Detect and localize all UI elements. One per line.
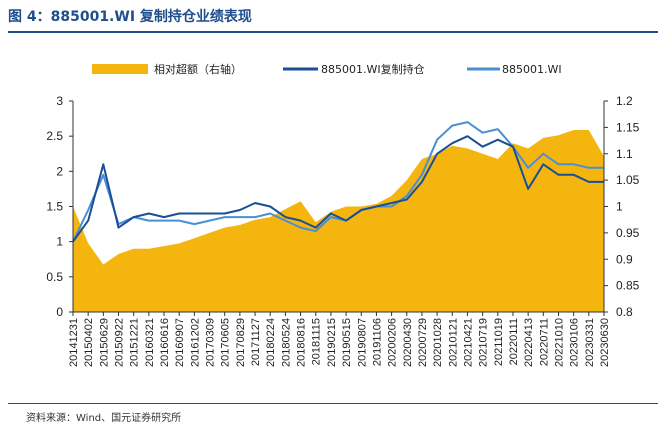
legend-label-index: 885001.WI: [502, 63, 562, 76]
x-tick-label: 20171127: [250, 318, 262, 366]
x-tick-label: 20150922: [114, 318, 126, 367]
x-tick-label: 20190215: [326, 318, 338, 367]
x-tick-label: 20200206: [387, 318, 399, 367]
x-tick-label: 20191106: [371, 318, 383, 366]
legend-label-area: 相对超额（右轴）: [154, 62, 242, 76]
figure-title: 图 4：885001.WI 复制持仓业绩表现: [8, 9, 252, 25]
x-tick-label: 20161202: [189, 318, 201, 367]
x-tick-label: 20221010: [554, 318, 566, 367]
y-left-tick-label: 1.5: [46, 200, 63, 214]
legend: 相对超额（右轴） 885001.WI复制持仓 885001.WI: [92, 62, 562, 76]
source-note: 资料来源：Wind、国元证券研究所: [26, 413, 182, 424]
x-tick-label: 20210421: [463, 318, 475, 367]
x-tick-label: 20230630: [599, 318, 611, 367]
x-tick-label: 20230331: [584, 318, 596, 367]
x-tick-label: 20230106: [569, 318, 581, 367]
x-tick-label: 20181115: [311, 318, 323, 365]
title-rule: [8, 31, 658, 33]
x-tick-label: 20190515: [341, 318, 353, 367]
series-area-relative-excess: [73, 130, 604, 312]
x-tick-label: 20210719: [478, 318, 490, 367]
plot-area: [72, 121, 604, 312]
x-tick-label: 20180816: [296, 318, 308, 367]
x-tick-label: 20160321: [144, 318, 156, 367]
x-tick-label: 20150629: [98, 318, 110, 367]
axes: 0 0.5 1 1.5 2 2.5 3 0.8 0.85 0.9 0.95 1 1.05 1.1 1.15 1…: [46, 94, 639, 367]
x-tick-label: 20190807: [356, 318, 368, 367]
x-tick-label: 20170605: [220, 318, 232, 367]
x-tick-label: 20150402: [83, 318, 95, 367]
y-right-tick-label: 0.95: [616, 226, 640, 240]
y-right-tick-label: 1: [616, 200, 623, 214]
x-tick-label: 20220711: [538, 318, 550, 366]
series-line-portfolio: [72, 135, 604, 243]
x-tick-label: 20180524: [280, 318, 292, 367]
y-left-tick-label: 3: [56, 94, 63, 108]
x-tick-label: 20210121: [447, 318, 459, 367]
y-right-tick-label: 1.2: [616, 94, 633, 108]
y-left-tick-label: 2: [56, 164, 63, 178]
legend-label-portfolio: 885001.WI复制持仓: [321, 62, 425, 76]
x-tick-label: 20160616: [159, 318, 171, 367]
y-right-tick-label: 1.15: [616, 120, 640, 134]
y-right-tick-label: 0.9: [616, 252, 633, 266]
x-tick-label: 20141231: [68, 318, 80, 367]
y-left-tick-label: 1: [56, 235, 63, 249]
y-left-tick-label: 0.5: [46, 270, 63, 284]
y-left-tick-label: 0: [56, 305, 63, 319]
y-left-tick-label: 2.5: [46, 129, 63, 143]
source-rule: [8, 403, 658, 404]
x-tick-label: 20180224: [265, 318, 277, 367]
x-tick-label: 20160907: [174, 318, 186, 367]
x-tick-label: 20220111: [508, 318, 520, 365]
x-tick-label: 20151221: [129, 318, 141, 367]
x-tick-label: 20170309: [205, 318, 217, 367]
legend-swatch-area: [92, 64, 148, 74]
y-right-tick-label: 0.85: [616, 279, 640, 293]
y-right-tick-label: 1.05: [616, 173, 640, 187]
series-line-index: [72, 121, 604, 243]
y-right-tick-label: 0.8: [616, 305, 633, 319]
x-tick-label: 20200729: [417, 318, 429, 367]
x-tick-label: 20211019: [493, 318, 505, 366]
x-tick-label: 20200430: [402, 318, 414, 367]
y-right-tick-label: 1.1: [616, 147, 633, 161]
x-tick-label: 20201028: [432, 318, 444, 367]
x-tick-label: 20220413: [523, 318, 535, 367]
x-tick-label: 20170829: [235, 318, 247, 367]
